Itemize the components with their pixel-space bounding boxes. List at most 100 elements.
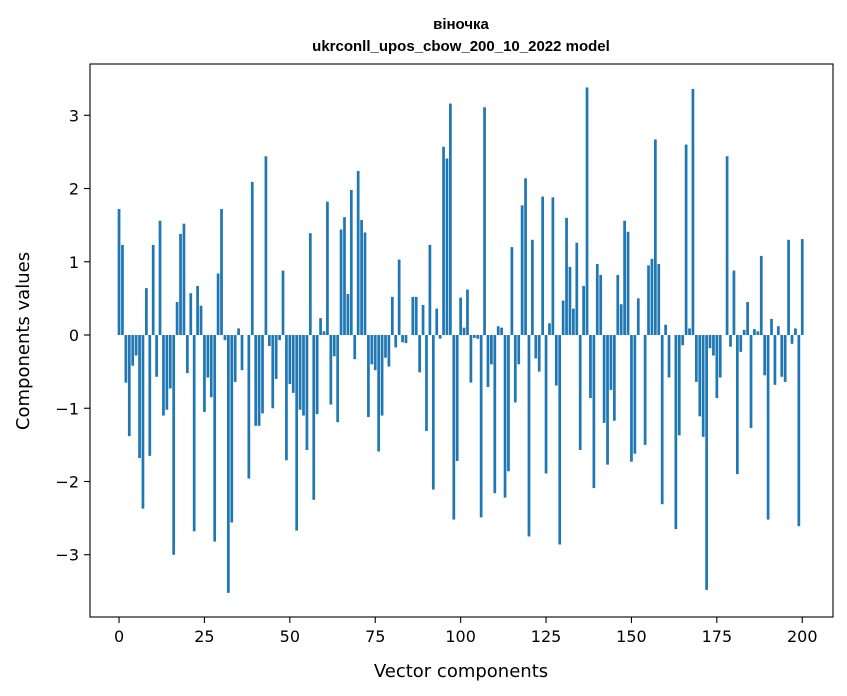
bar-49 [285,335,288,461]
bar-5 [134,335,138,356]
bar-151 [633,335,637,454]
bar-70 [356,170,360,336]
bar-6 [138,335,141,459]
y-tick-label: −3 [55,546,79,565]
bar-194 [780,335,784,377]
bar-3 [127,335,131,437]
bar-32 [226,335,230,593]
bar-44 [267,335,271,346]
bar-101 [462,327,466,335]
bar-154 [643,335,647,445]
bar-167 [688,328,691,335]
bar-64 [336,335,340,423]
bar-0 [117,209,121,336]
bar-146 [616,274,620,336]
bar-38 [247,335,251,479]
bar-16 [172,335,176,555]
bar-24 [199,305,203,336]
bar-159 [660,335,664,505]
bar-144 [609,335,613,390]
x-tick-label: 200 [787,627,818,646]
bar-172 [705,335,708,590]
bar-100 [459,297,463,335]
x-tick-label: 50 [280,627,300,646]
bar-108 [486,335,490,388]
bar-96 [445,158,449,336]
bar-83 [401,335,404,343]
bar-19 [182,223,186,335]
bar-67 [346,293,350,336]
bar-122 [534,335,538,359]
bar-97 [449,103,452,335]
bar-13 [162,335,165,416]
bar-185 [749,335,753,429]
bar-123 [537,335,541,372]
bar-136 [582,285,585,335]
bar-45 [271,335,275,409]
bar-189 [763,335,767,376]
bar-84 [404,335,408,344]
y-axis-ticks: −3 −2 −1 0 1 2 3 [55,106,90,565]
bar-48 [281,270,285,336]
bar-103 [469,335,473,383]
y-tick-label: −1 [55,399,79,418]
bar-15 [168,335,172,389]
bar-141 [599,274,603,336]
bar-117 [517,335,521,365]
bar-158 [657,263,661,336]
bar-145 [613,335,616,421]
bar-22 [192,335,196,532]
bar-187 [756,331,760,335]
bar-1 [121,244,124,336]
bar-20 [185,335,189,374]
bar-106 [479,335,483,518]
bar-91 [428,244,432,336]
bar-169 [694,335,698,382]
bar-66 [343,217,346,335]
bar-182 [739,335,743,352]
bar-62 [329,335,333,405]
bar-104 [472,335,476,338]
bar-86 [411,296,415,336]
bar-52 [295,335,299,531]
bar-75 [373,335,377,371]
bar-121 [531,239,534,336]
bar-199 [797,335,801,527]
bar-99 [455,335,459,461]
bar-61 [326,201,329,336]
bar-95 [442,146,445,336]
bar-35 [237,328,240,335]
bar-126 [548,323,551,336]
bar-116 [513,335,517,403]
x-tick-label: 75 [365,627,385,646]
bar-131 [565,217,568,335]
bar-163 [674,335,678,530]
bar-73 [367,335,370,418]
bar-193 [776,326,780,336]
bar-137 [585,87,589,336]
bar-186 [753,329,756,336]
bar-92 [431,335,435,490]
y-tick-label: −2 [55,472,79,491]
bar-180 [732,270,736,336]
bar-87 [414,296,418,336]
bar-102 [466,289,469,335]
bar-165 [681,335,685,346]
bar-57 [312,335,316,500]
bars-group [117,87,804,593]
bar-142 [602,335,606,423]
bar-128 [554,335,558,386]
bar-190 [766,335,770,520]
bar-196 [787,239,790,336]
bar-143 [606,335,609,465]
bar-18 [179,233,182,336]
bar-10 [151,244,155,336]
bar-138 [589,335,592,398]
bar-94 [438,335,442,339]
bar-21 [189,293,193,336]
bar-191 [770,318,773,335]
bar-40 [254,335,258,426]
bar-68 [349,189,353,336]
bar-195 [783,335,787,382]
bar-34 [233,335,237,382]
